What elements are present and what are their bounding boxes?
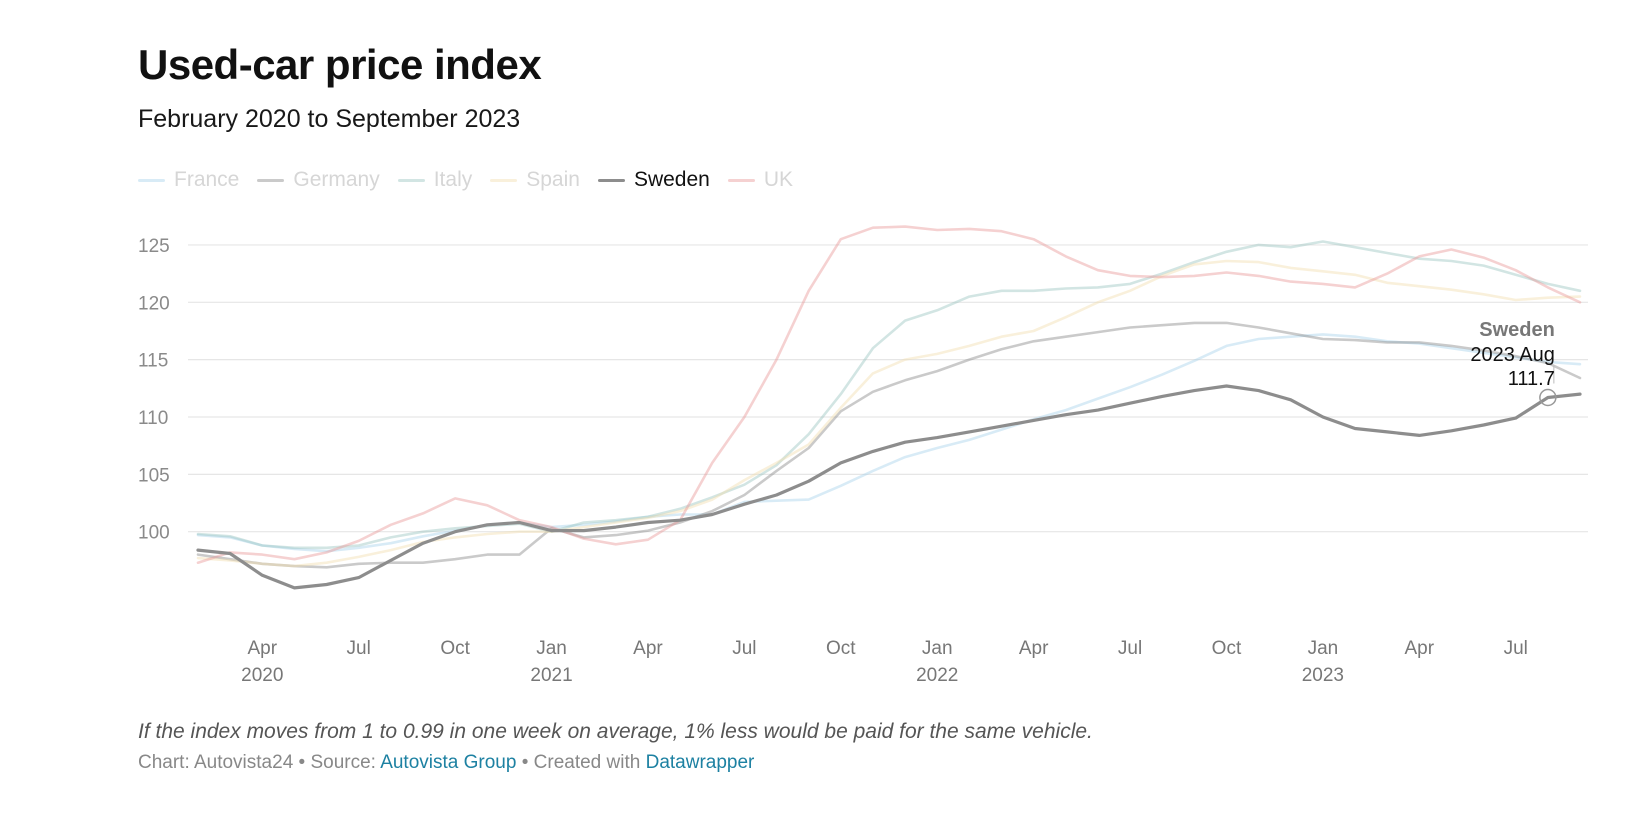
x-tick-label: Oct [440,638,470,659]
legend-item-italy[interactable]: Italy [397,168,473,192]
x-year-label: 2021 [530,665,572,686]
tooltip-date: 2023 Aug [1470,344,1555,366]
credit-prefix: Chart: Autovista24 • Source: [138,752,381,773]
legend-swatch [597,178,625,182]
x-tick-label: Apr [1019,638,1049,659]
y-tick-label: 115 [138,351,168,372]
x-tick-label: Jul [732,638,756,659]
y-tick-label: 125 [138,236,170,257]
created-prefix: • Created with [516,752,646,773]
legend-label: France [174,168,240,191]
tooltip-value: 111.7 [1508,368,1555,390]
datawrapper-link[interactable]: Datawrapper [645,752,755,773]
legend-label: Germany [293,168,380,191]
x-tick-label: Jan [1308,638,1339,659]
series-line-italy[interactable] [196,240,1582,550]
line-chart: 100 105 110 115 120 125 Apr 2020 Jul Oct Jan 2021 Ap… [138,225,1588,686]
chart-title: Used-car price index [138,41,542,88]
chart-credits: Chart: Autovista24 • Source: Autovista G… [138,752,754,774]
legend-label: Italy [433,168,473,191]
series-line-sweden[interactable] [196,384,1582,590]
series-line-france[interactable] [196,333,1582,553]
legend-label: Spain [526,168,580,191]
x-tick-label: Jul [1118,638,1142,659]
legend-item-france[interactable]: France [138,168,239,192]
x-tick-label: Jul [1504,638,1528,659]
legend-swatch [257,178,285,182]
chart-legend: France Germany Italy Spain Sweden UK [138,168,793,192]
x-tick-label: Jan [922,638,953,659]
legend-swatch [727,178,755,182]
x-tick-label: Jul [347,638,371,659]
y-tick-label: 105 [138,465,170,486]
x-year-label: 2020 [241,665,283,686]
legend-item-spain[interactable]: Spain [490,168,580,192]
series-line-germany[interactable] [196,321,1582,569]
tooltip-series: Sweden [1479,319,1555,341]
x-tick-label: Oct [826,638,856,659]
chart-notes: If the index moves from 1 to 0.99 in one… [138,720,1093,743]
legend-swatch [138,178,165,182]
x-year-label: 2022 [916,665,958,686]
legend-item-sweden[interactable]: Sweden [597,168,710,192]
series-line-uk[interactable] [196,225,1582,564]
y-tick-label: 110 [138,408,168,429]
x-year-label: 2023 [1302,665,1344,686]
legend-item-germany[interactable]: Germany [257,168,380,192]
chart-header: Used-car price index February 2020 to Se… [138,40,1598,191]
x-tick-label: Apr [633,638,663,659]
x-tick-label: Jan [536,638,567,659]
source-link[interactable]: Autovista Group [380,752,517,773]
y-tick-label: 100 [138,523,170,544]
hover-marker [1539,388,1557,407]
legend-swatch [397,178,425,182]
chart-subtitle: February 2020 to September 2023 [138,105,521,134]
y-tick-label: 120 [138,293,170,314]
legend-label: Sweden [633,168,710,191]
x-tick-label: Apr [247,638,277,659]
legend-label: UK [763,168,794,191]
x-tick-label: Oct [1212,638,1242,659]
legend-item-uk[interactable]: UK [727,168,794,192]
x-tick-label: Apr [1405,638,1435,659]
legend-swatch [490,178,518,182]
